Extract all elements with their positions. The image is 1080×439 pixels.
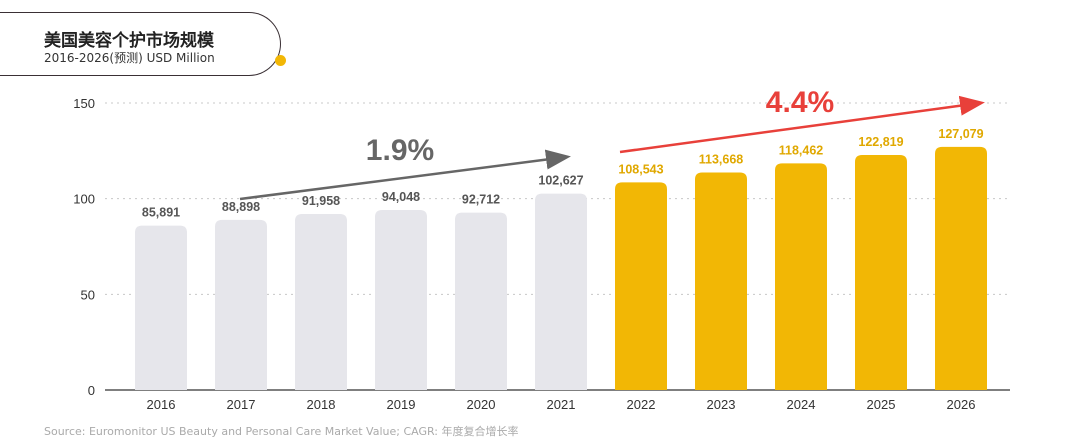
title-accent-dot: [275, 55, 286, 66]
bar-2018: [295, 214, 347, 390]
x-tick-label: 2024: [787, 397, 816, 412]
x-tick-label: 2025: [867, 397, 896, 412]
y-tick-label: 100: [73, 192, 95, 207]
data-label: 122,819: [858, 135, 903, 149]
title-frame: [0, 12, 281, 76]
bar-2023: [695, 172, 747, 390]
data-label: 91,958: [302, 194, 340, 208]
bar-2016: [135, 225, 187, 390]
data-label: 108,543: [618, 162, 663, 176]
y-tick-label: 150: [73, 96, 95, 111]
data-label: 92,712: [462, 193, 500, 207]
x-tick-label: 2019: [387, 397, 416, 412]
data-label: 94,048: [382, 190, 420, 204]
bar-2017: [215, 219, 267, 390]
x-tick-label: 2017: [227, 397, 256, 412]
x-tick-label: 2020: [467, 397, 496, 412]
x-tick-label: 2026: [947, 397, 976, 412]
cagr-label-historical: 1.9%: [366, 134, 434, 167]
bar-2026: [935, 146, 987, 390]
data-label: 127,079: [938, 127, 983, 141]
x-tick-label: 2023: [707, 397, 736, 412]
data-label: 118,462: [779, 143, 824, 157]
chart-title: 美国美容个护市场规模: [44, 31, 214, 51]
x-tick-label: 2018: [307, 397, 336, 412]
data-label: 85,891: [142, 206, 180, 220]
bar-2024: [775, 163, 827, 390]
data-label: 113,668: [699, 153, 744, 167]
cagr-arrow-forecast: [619, 95, 985, 154]
x-tick-label: 2016: [147, 397, 176, 412]
bar-2021: [535, 193, 587, 390]
bar-2020: [455, 212, 507, 390]
y-tick-label: 50: [81, 287, 95, 302]
x-tick-label: 2021: [547, 397, 576, 412]
cagr-label-forecast: 4.4%: [766, 86, 834, 119]
source-note: Source: Euromonitor US Beauty and Person…: [44, 425, 519, 438]
data-label: 88,898: [222, 200, 260, 214]
x-tick-label: 2022: [627, 397, 656, 412]
y-tick-label: 0: [88, 383, 95, 398]
bar-2019: [375, 210, 427, 390]
bar-2022: [615, 182, 667, 390]
bar-2025: [855, 155, 907, 390]
chart-subtitle: 2016-2026(预测) USD Million: [44, 51, 215, 65]
cagr-arrow-historical: [239, 149, 571, 201]
data-label: 102,627: [538, 174, 583, 188]
